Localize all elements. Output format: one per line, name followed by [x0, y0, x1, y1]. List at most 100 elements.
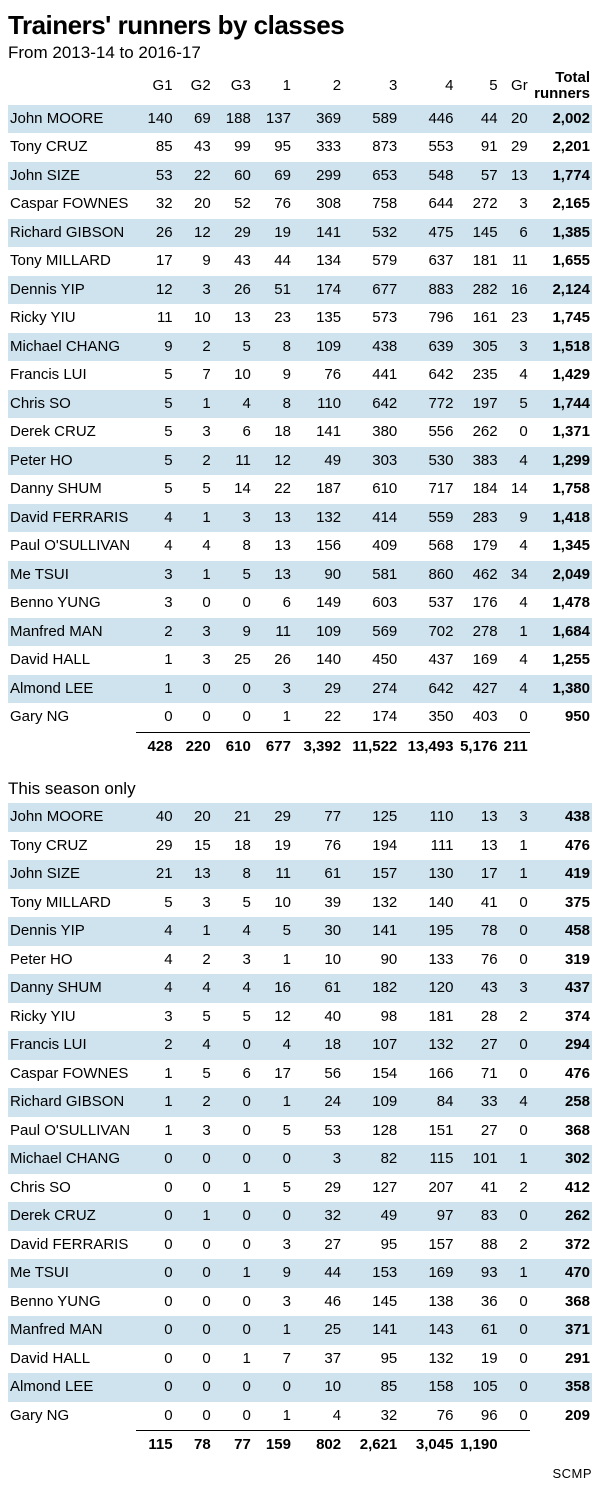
cell-value: 109 [343, 1088, 399, 1117]
row-total: 1,758 [530, 475, 592, 504]
cell-value: 0 [500, 703, 530, 732]
cell-value: 53 [293, 1117, 343, 1146]
cell-value: 85 [136, 133, 174, 162]
cell-value: 475 [399, 219, 455, 248]
cell-value: 702 [399, 618, 455, 647]
column-total: 77 [213, 1431, 253, 1460]
cell-value: 141 [343, 917, 399, 946]
cell-value: 3 [253, 675, 293, 704]
row-total: 438 [530, 803, 592, 832]
cell-value: 151 [399, 1117, 455, 1146]
cell-value: 0 [500, 1345, 530, 1374]
row-total: 1,385 [530, 219, 592, 248]
cell-value: 18 [253, 418, 293, 447]
cell-value: 101 [455, 1145, 499, 1174]
cell-value: 860 [399, 561, 455, 590]
cell-value: 1 [175, 561, 213, 590]
trainer-name: John SIZE [8, 162, 136, 191]
trainer-name: Derek CRUZ [8, 418, 136, 447]
cell-value: 29 [213, 219, 253, 248]
table-row: Ricky YIU11101323135573796161231,745 [8, 304, 592, 333]
cell-value: 26 [253, 646, 293, 675]
cell-value: 19 [253, 219, 293, 248]
cell-value: 32 [343, 1402, 399, 1431]
row-total: 372 [530, 1231, 592, 1260]
cell-value: 1 [175, 917, 213, 946]
table-row: David HALL00173795132190291 [8, 1345, 592, 1374]
cell-value: 8 [253, 390, 293, 419]
cell-value: 3 [175, 1117, 213, 1146]
row-total: 476 [530, 832, 592, 861]
cell-value: 677 [343, 276, 399, 305]
cell-value: 4 [175, 974, 213, 1003]
cell-value: 3 [213, 946, 253, 975]
cell-value: 11 [253, 860, 293, 889]
cell-value: 21 [136, 860, 174, 889]
table-row: Almond LEE000010851581050358 [8, 1373, 592, 1402]
cell-value: 24 [293, 1088, 343, 1117]
trainer-name: Ricky YIU [8, 304, 136, 333]
cell-value: 32 [136, 190, 174, 219]
cell-value: 4 [500, 532, 530, 561]
table-row: Manfred MAN2391110956970227811,684 [8, 618, 592, 647]
cell-value: 43 [455, 974, 499, 1003]
cell-value: 5 [253, 1117, 293, 1146]
cell-value: 20 [175, 190, 213, 219]
cell-value: 272 [455, 190, 499, 219]
cell-value: 109 [293, 618, 343, 647]
col-header: 2 [293, 67, 343, 105]
trainer-name: Almond LEE [8, 1373, 136, 1402]
cell-value: 22 [293, 703, 343, 732]
cell-value: 639 [399, 333, 455, 362]
cell-value: 27 [455, 1031, 499, 1060]
cell-value: 772 [399, 390, 455, 419]
cell-value: 82 [343, 1145, 399, 1174]
cell-value: 0 [500, 889, 530, 918]
table-row: Dennis YIP1232651174677883282162,124 [8, 276, 592, 305]
cell-value: 22 [253, 475, 293, 504]
trainer-name: John MOORE [8, 105, 136, 134]
cell-value: 84 [399, 1088, 455, 1117]
cell-value: 0 [136, 1259, 174, 1288]
trainer-name: Danny SHUM [8, 974, 136, 1003]
cell-value: 91 [455, 133, 499, 162]
cell-value: 0 [175, 1316, 213, 1345]
table-row: Tony CRUZ8543999533387355391292,201 [8, 133, 592, 162]
table-row: Benno YUNG000346145138360368 [8, 1288, 592, 1317]
cell-value: 6 [213, 418, 253, 447]
column-total: 2,621 [343, 1431, 399, 1460]
table-row: Danny SHUM4441661182120433437 [8, 974, 592, 1003]
cell-value: 4 [136, 946, 174, 975]
row-total: 1,371 [530, 418, 592, 447]
trainer-name: Chris SO [8, 1174, 136, 1203]
cell-value: 13 [455, 832, 499, 861]
cell-value: 0 [500, 1288, 530, 1317]
trainer-name: Tony CRUZ [8, 832, 136, 861]
cell-value: 77 [293, 803, 343, 832]
cell-value: 13 [500, 162, 530, 191]
column-total: 677 [253, 732, 293, 761]
cell-value: 110 [399, 803, 455, 832]
cell-value: 8 [213, 860, 253, 889]
cell-value: 0 [253, 1145, 293, 1174]
cell-value: 1 [253, 1088, 293, 1117]
trainer-name: Peter HO [8, 946, 136, 975]
table-row: Ricky YIU355124098181282374 [8, 1003, 592, 1032]
table-row: Tony MILLARD5351039132140410375 [8, 889, 592, 918]
cell-value: 23 [253, 304, 293, 333]
table-row: John SIZE211381161157130171419 [8, 860, 592, 889]
cell-value: 41 [455, 889, 499, 918]
cell-value: 4 [213, 390, 253, 419]
cell-value: 0 [213, 1031, 253, 1060]
row-total: 2,165 [530, 190, 592, 219]
cell-value: 3 [136, 561, 174, 590]
row-total: 1,345 [530, 532, 592, 561]
cell-value: 4 [136, 974, 174, 1003]
trainer-name: Michael CHANG [8, 333, 136, 362]
cell-value: 130 [399, 860, 455, 889]
cell-value: 4 [500, 447, 530, 476]
cell-value: 99 [213, 133, 253, 162]
cell-value: 308 [293, 190, 343, 219]
cell-value: 573 [343, 304, 399, 333]
cell-value: 11 [500, 247, 530, 276]
